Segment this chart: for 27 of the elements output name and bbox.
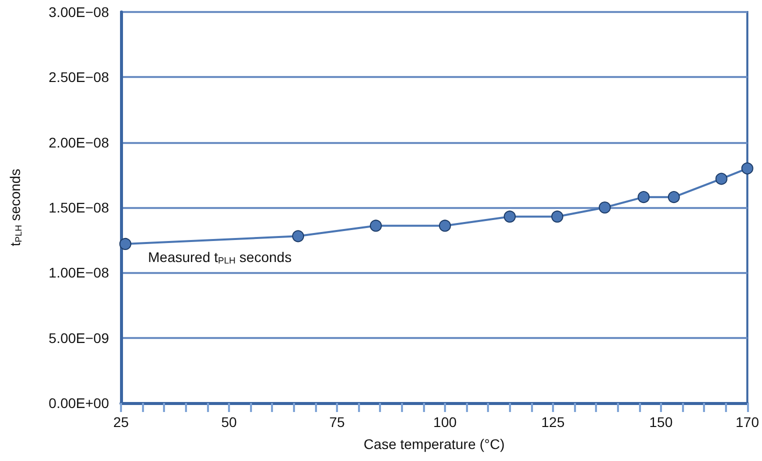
x-tick-label: 125: [541, 414, 565, 430]
x-axis-title: Case temperature (°C): [364, 436, 505, 452]
point: [715, 172, 728, 185]
point: [438, 220, 451, 232]
point: [668, 191, 680, 204]
point: [504, 210, 516, 223]
y-tick-label: 1.50E−08: [48, 200, 110, 216]
x-tick-label: 50: [221, 414, 237, 430]
y-tick-label: 1.00E−08: [48, 264, 110, 281]
point: [598, 202, 611, 214]
point: [638, 191, 650, 204]
y-tick-label: 2.00E−08: [48, 134, 110, 150]
y-tick-label: 2.50E−08: [48, 69, 110, 86]
point: [370, 220, 382, 232]
y-tick-label: 5.00E−09: [48, 330, 110, 346]
x-tick-label: 100: [433, 414, 457, 430]
x-tick-label: 25: [113, 414, 129, 430]
point: [741, 162, 754, 174]
x-tick-label: 150: [649, 414, 673, 430]
y-tick-label: 0.00E+00: [48, 395, 110, 411]
y-axis-title: tPLH seconds: [7, 168, 24, 246]
point: [119, 238, 132, 250]
y-tick-label: 3.00E−08: [48, 4, 110, 20]
point: [292, 230, 304, 242]
point: [551, 210, 564, 223]
x-tick-label: 170: [736, 414, 760, 430]
x-tick-label: 75: [329, 414, 345, 430]
